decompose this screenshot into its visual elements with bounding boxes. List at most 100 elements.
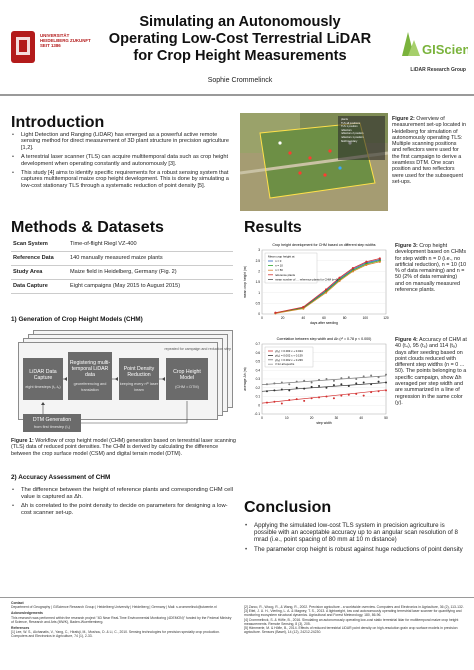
chm-box: Crop Height Model (CHM = DTM)	[166, 358, 208, 400]
x-tick-label: 0	[261, 416, 263, 420]
x-tick-label: 40	[302, 316, 306, 320]
university-seal-icon	[11, 31, 35, 63]
accuracy-bullet: Δh is correlated to the point density to…	[11, 503, 237, 516]
intro-heading: Introduction	[11, 114, 105, 131]
dtm-generation-box: DTM Generation from first timestep (t₁)	[23, 414, 81, 432]
data-point	[288, 383, 291, 386]
y-tick-label: 0.5	[256, 360, 261, 364]
methods-heading: Methods & Datasets	[11, 219, 164, 236]
poster-title: Simulating an Autonomously Operating Low…	[108, 14, 372, 64]
y-axis-label: average Δh (m)	[243, 367, 247, 390]
data-point	[302, 305, 305, 309]
giscience-logo-icon: GIScience	[402, 32, 474, 57]
data-point	[365, 260, 368, 263]
legend-label: r² for all epochs	[275, 362, 295, 366]
data-point	[273, 400, 276, 403]
y-tick-label: 0.6	[256, 351, 261, 355]
x-axis-label: days after seeding	[310, 321, 338, 325]
footer-divider	[0, 597, 474, 598]
accuracy-bullets: The difference between the height of ref…	[11, 487, 237, 520]
table-row: Scan System Time-of-flight Riegl VZ-400	[11, 237, 233, 252]
data-point	[355, 382, 358, 385]
table-row: Reference Data 140 manually measured maiz…	[11, 251, 233, 266]
data-point	[351, 267, 355, 270]
x-tick-label: 60	[322, 316, 326, 320]
data-point	[310, 385, 313, 388]
author: Sophie Crommelinck	[207, 77, 273, 84]
data-point	[303, 387, 306, 390]
legend-box	[264, 346, 314, 368]
data-point	[385, 381, 387, 384]
figure4-caption: Figure 4: Accuracy of CHM at 40 (t₄), 95…	[395, 337, 467, 406]
data-point	[280, 381, 283, 384]
registering-box: Registering multi-temporal LiDAR data geo…	[68, 352, 112, 400]
svg-text:GIScience: GIScience	[422, 42, 468, 57]
y-tick-label: -0.1	[255, 412, 261, 416]
figure4-chart: Correlation between step width and Δh (r…	[240, 334, 390, 426]
data-point	[362, 375, 365, 378]
workflow-arrows	[41, 377, 188, 424]
y-tick-label: 0.2	[256, 386, 261, 390]
data-point	[332, 384, 335, 387]
data-point	[324, 291, 328, 294]
table-row: Data Capture Eight campaigns (May 2015 to…	[11, 279, 233, 294]
conclusion-bullet: Applying the simulated low-cost TLS syst…	[244, 522, 466, 543]
data-point	[351, 270, 355, 273]
data-point	[324, 288, 328, 291]
y-tick-label: 0	[258, 312, 260, 316]
figure2-caption: Figure 2: Overview of measurement set-up…	[392, 116, 467, 185]
legend-label: n = 10	[275, 264, 283, 268]
data-point	[325, 378, 328, 380]
data-point	[265, 401, 268, 404]
x-tick-label: 80	[343, 316, 347, 320]
data-point	[295, 380, 298, 383]
data-point	[347, 376, 350, 379]
intro-bullet: This study [4] aims to identify specific…	[11, 170, 233, 189]
lab-logo: GIScience LiDAR Research Group	[398, 26, 474, 74]
data-point	[340, 377, 343, 380]
figure1-caption: Figure 1: Workflow of crop height model …	[11, 438, 236, 457]
data-point	[288, 399, 291, 401]
figure2-legend: plants TLS all positions TLS 1 position …	[341, 118, 364, 143]
chart-title: Crop height development for CHM based on…	[272, 243, 375, 247]
data-point	[340, 383, 343, 386]
workflow-diagram: repeated for campaign and reduction step…	[11, 328, 237, 438]
results-heading: Results	[244, 219, 302, 236]
data-point	[347, 393, 350, 396]
data-point	[325, 386, 328, 389]
y-tick-label: 1.5	[256, 280, 261, 284]
y-tick-label: 2.5	[256, 259, 261, 263]
lidar-capture-box: LiDAR Data Capture eight timesteps (t₁-t₈…	[23, 358, 63, 400]
regression-line	[261, 375, 387, 385]
accuracy-bullet: The difference between the height of ref…	[11, 487, 237, 500]
legend-title: Mean crop height at	[268, 255, 295, 259]
data-point	[265, 390, 268, 393]
x-tick-label: 0	[261, 316, 263, 320]
y-tick-label: 0.5	[256, 302, 261, 306]
density-reduction-box: Point Density Reduction keeping every nᵗʰ…	[119, 358, 159, 400]
figure3-caption: Figure 3: Crop height development based …	[395, 243, 467, 294]
intro-bullet: Light Detection and Ranging (LiDAR) has …	[11, 132, 233, 151]
legend-label: y(t₆) = 0.002 x + 0.159	[275, 353, 303, 357]
y-tick-label: 3	[258, 248, 260, 252]
legend-label: n = 50	[275, 268, 283, 272]
subheading-accuracy: 2) Accuracy Assessment of CHM	[11, 474, 111, 481]
y-tick-label: 1	[258, 291, 260, 295]
y-tick-label: 0	[258, 403, 260, 407]
subheading-chm: 1) Generation of Crop Height Models (CHM…	[11, 316, 143, 323]
legend-label: n = 0	[275, 259, 282, 263]
y-axis-label: mean crop height (m)	[243, 266, 247, 298]
header-divider	[0, 94, 474, 96]
y-tick-label: 0.7	[256, 342, 261, 346]
x-axis-label: step width	[316, 421, 331, 425]
footer-left: Contact Department of Geography | GIScie…	[11, 601, 232, 639]
data-point	[295, 398, 298, 401]
data-point	[280, 388, 283, 391]
data-point	[332, 379, 335, 382]
data-point	[318, 378, 321, 381]
data-point	[274, 311, 277, 314]
conclusion-bullets: Applying the simulated low-cost TLS syst…	[244, 522, 466, 556]
footer-right: [2] Zarco, R., Woog, R., & Wang, R., 200…	[244, 605, 464, 635]
legend-label: reference plants	[275, 273, 296, 277]
data-point	[370, 383, 373, 386]
